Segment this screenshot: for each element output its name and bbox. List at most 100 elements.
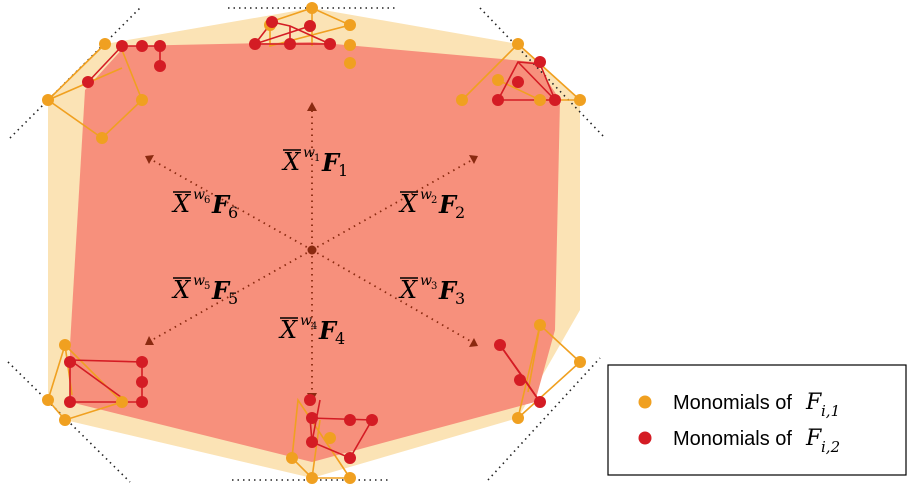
red-point	[64, 356, 76, 368]
orange-point	[456, 94, 468, 106]
red-point	[249, 38, 261, 50]
label-exp: w	[303, 145, 315, 161]
red-point	[492, 94, 504, 106]
arrowhead-w6	[145, 155, 154, 164]
orange-point	[136, 94, 148, 106]
red-point	[494, 339, 506, 351]
red-point	[154, 40, 166, 52]
red-point	[306, 436, 318, 448]
direction-arrows	[151, 110, 473, 394]
arrow-w3	[311, 249, 473, 343]
legend: Monomials of F i,1 Monomials of F i,2	[607, 364, 907, 476]
label-base: X	[398, 276, 418, 304]
label-f-sub: 5	[228, 289, 238, 308]
label-f: F	[318, 316, 338, 345]
legend-box	[607, 364, 907, 476]
orange-point	[512, 412, 524, 424]
label-base: X	[281, 148, 301, 176]
label-f: F	[438, 190, 458, 219]
red-point	[514, 374, 526, 386]
red-point	[136, 396, 148, 408]
orange-point	[574, 94, 586, 106]
legend-math-2: F	[805, 426, 822, 451]
red-point	[82, 76, 94, 88]
orange-point	[286, 452, 298, 464]
red-point	[344, 452, 356, 464]
orange-point	[534, 94, 546, 106]
orange-point	[116, 396, 128, 408]
label-exp: w	[193, 187, 205, 203]
legend-label-2: Monomials of	[673, 428, 792, 450]
orange-point	[344, 57, 356, 69]
label-exp-sub: 1	[314, 153, 320, 164]
red-point	[136, 356, 148, 368]
red-point	[512, 76, 524, 88]
orange-point	[512, 38, 524, 50]
red-point	[324, 38, 336, 50]
label-exp-sub: 6	[204, 195, 210, 206]
label-w1: X w 1 F 1	[281, 145, 348, 180]
legend-sub-1: i,1	[821, 402, 840, 420]
orange-point	[42, 394, 54, 406]
center-point	[307, 245, 317, 255]
legend-label-1: Monomials of	[673, 392, 792, 414]
label-f: F	[211, 276, 231, 305]
label-exp-sub: 2	[431, 195, 437, 206]
arrowhead-w1	[307, 102, 317, 111]
red-point	[116, 40, 128, 52]
label-w4: X w 4 F 4	[278, 313, 345, 348]
label-f-sub: 4	[335, 329, 345, 348]
label-f-sub: 3	[455, 289, 465, 308]
label-base: X	[398, 190, 418, 218]
red-point	[284, 38, 296, 50]
orange-point	[59, 339, 71, 351]
red-monomials	[64, 16, 561, 464]
orange-point	[99, 38, 111, 50]
label-base: X	[278, 316, 298, 344]
label-w3: X w 3 F 3	[398, 273, 465, 308]
label-f-sub: 2	[455, 203, 465, 222]
red-point	[306, 412, 318, 424]
orange-point	[574, 356, 586, 368]
orange-point	[306, 472, 318, 484]
label-exp: w	[420, 273, 432, 289]
label-w2: X w 2 F 2	[398, 187, 465, 222]
label-base: X	[171, 190, 191, 218]
red-point	[304, 20, 316, 32]
orange-point	[324, 432, 336, 444]
orange-point	[344, 39, 356, 51]
orange-point	[492, 74, 504, 86]
label-f: F	[211, 190, 231, 219]
label-exp-sub: 4	[311, 321, 317, 332]
legend-marker-orange	[638, 395, 652, 409]
legend-marker-red	[638, 431, 652, 445]
support-line-bottom-left	[7, 361, 131, 483]
support-line-bottom-right	[487, 357, 601, 481]
orange-point	[534, 319, 546, 331]
arrowhead-w3	[469, 338, 478, 347]
label-f: F	[438, 276, 458, 305]
orange-point	[344, 472, 356, 484]
red-point	[304, 394, 316, 406]
arrow-w5	[151, 249, 313, 341]
legend-sub-2: i,2	[821, 438, 840, 456]
orange-point	[59, 414, 71, 426]
orange-point	[96, 132, 108, 144]
orange-point	[306, 2, 318, 14]
label-exp: w	[420, 187, 432, 203]
label-exp: w	[300, 313, 312, 329]
red-point	[136, 376, 148, 388]
label-f-sub: 1	[338, 161, 348, 180]
label-f: F	[321, 148, 341, 177]
label-f-sub: 6	[228, 203, 238, 222]
label-w6: X w 6 F 6	[171, 187, 238, 222]
red-point	[549, 94, 561, 106]
arrow-w6	[151, 159, 313, 251]
label-base: X	[171, 276, 191, 304]
red-point	[344, 414, 356, 426]
red-point	[136, 40, 148, 52]
arrow-w2	[311, 159, 473, 251]
red-point	[154, 60, 166, 72]
red-point	[266, 16, 278, 28]
red-point	[64, 396, 76, 408]
